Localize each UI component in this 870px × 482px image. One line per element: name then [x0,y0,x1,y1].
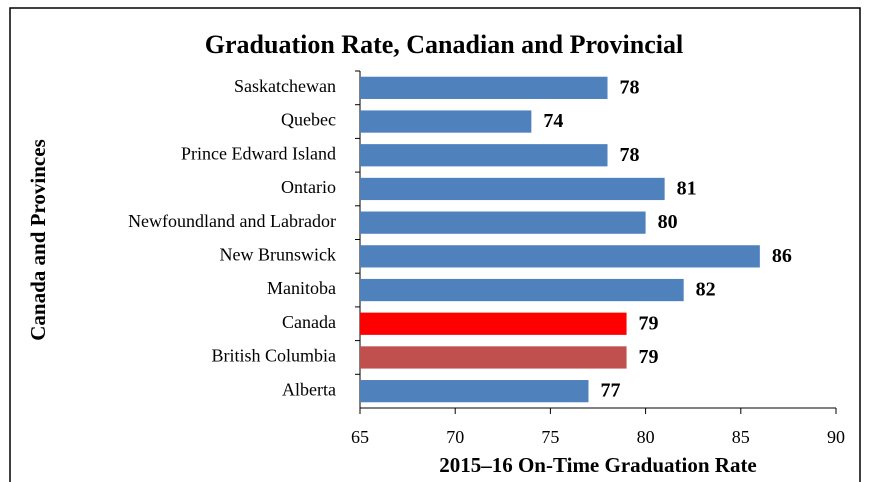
x-tick-label: 80 [637,427,655,447]
y-tick-label: British Columbia [211,346,336,366]
x-tick-label: 65 [351,427,369,447]
y-tick-label: Canada [282,312,336,332]
y-tick-label: Saskatchewan [234,76,336,96]
data-label: 77 [600,380,620,402]
data-label: 78 [620,144,640,166]
frame [9,7,861,482]
chart-title: Graduation Rate, Canadian and Provincial [205,30,683,59]
y-tick-label: Manitoba [267,278,336,298]
bar [360,312,627,335]
bar [360,380,589,403]
y-tick-label: Ontario [281,177,336,197]
data-label: 81 [677,178,697,200]
bar [360,76,608,99]
bar [360,144,608,167]
bar [360,211,646,234]
data-label: 82 [696,279,716,301]
data-label: 80 [658,211,678,233]
x-axis-title: 2015–16 On-Time Graduation Rate [439,453,757,477]
y-tick-label: Quebec [281,110,336,130]
x-tick-label: 75 [541,427,559,447]
y-tick-label: Prince Edward Island [181,143,336,163]
x-tick-label: 90 [827,427,845,447]
data-label: 78 [620,76,640,98]
x-tick-label: 85 [732,427,750,447]
data-label: 86 [772,245,792,267]
data-label: 74 [543,110,563,132]
bar [360,346,627,369]
y-axis-title: Canada and Provinces [26,139,50,340]
y-tick-label: Newfoundland and Labrador [128,211,336,231]
data-label: 79 [639,346,659,368]
bar [360,245,760,268]
bar [360,177,665,201]
y-tick-label: Alberta [282,379,336,399]
y-tick-label: New Brunswick [220,244,336,264]
bar [360,110,532,133]
bar [360,278,684,302]
x-tick-label: 70 [446,427,464,447]
data-label: 79 [639,312,659,334]
